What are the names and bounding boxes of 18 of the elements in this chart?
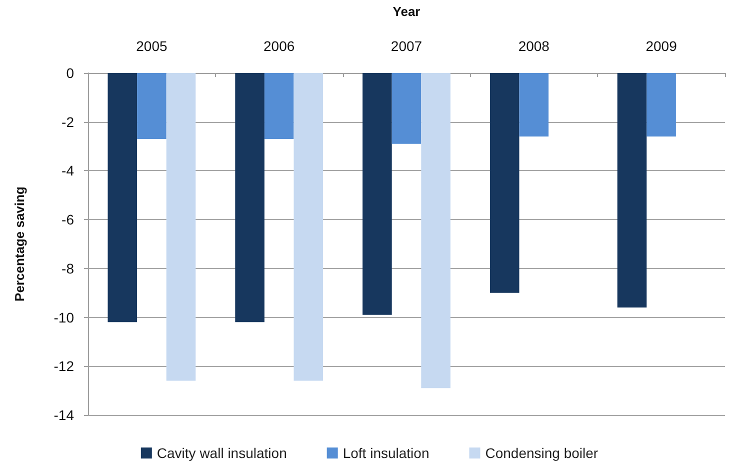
y-tick-label: -8 xyxy=(62,260,74,276)
y-tick-label: -12 xyxy=(54,358,74,374)
y-tick-label: -2 xyxy=(62,114,74,130)
y-tick-label: 0 xyxy=(66,65,74,81)
legend-label: Condensing boiler xyxy=(485,445,598,461)
y-tick-label: -10 xyxy=(54,309,74,326)
y-axis-title: Percentage saving xyxy=(12,186,27,302)
x-tick-label: 2009 xyxy=(646,38,678,54)
x-tick-label: 2005 xyxy=(136,38,168,54)
x-tick-label: 2007 xyxy=(390,38,422,54)
y-tick-label: -6 xyxy=(62,212,74,228)
x-axis-title: Year xyxy=(392,4,420,19)
x-tick-label: 2008 xyxy=(518,38,550,54)
y-tick-label: -14 xyxy=(54,407,74,423)
x-tick-label: 2006 xyxy=(264,38,295,54)
legend-label: Loft insulation xyxy=(342,445,430,461)
y-tick-label: -4 xyxy=(62,162,74,179)
legend-label: Cavity wall insulation xyxy=(156,445,287,461)
